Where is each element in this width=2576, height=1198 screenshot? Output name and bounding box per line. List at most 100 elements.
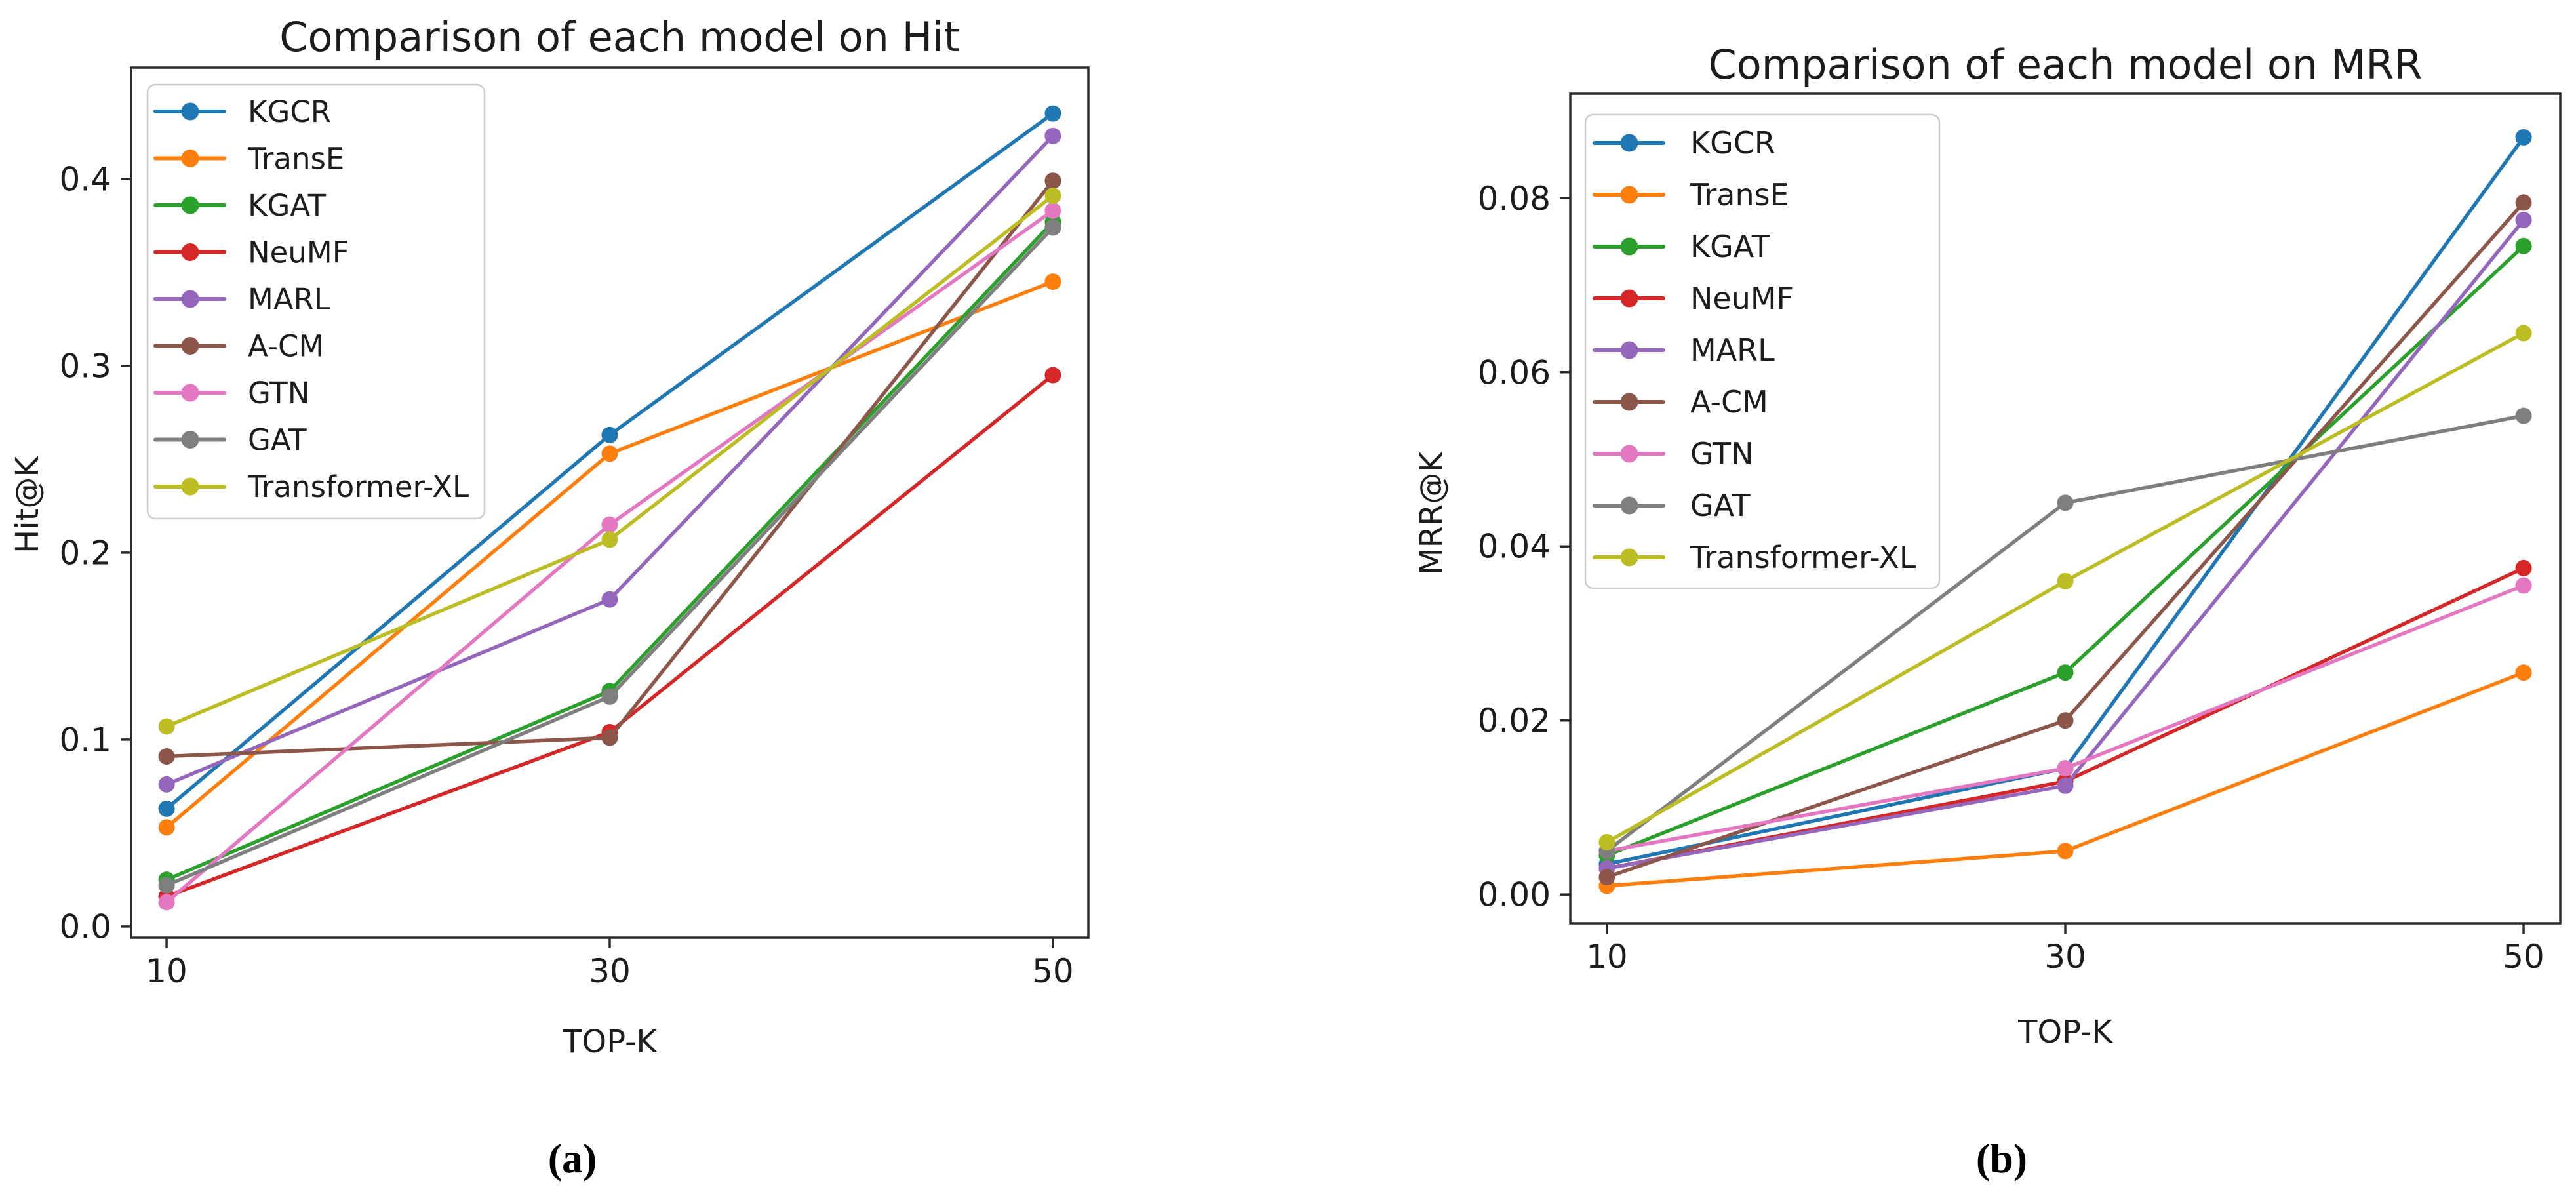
y-tick-label: 0.2	[59, 534, 111, 572]
legend-label: TransE	[1690, 177, 1789, 212]
legend-marker	[181, 337, 199, 355]
legend-label: NeuMF	[248, 235, 349, 270]
data-point	[2515, 129, 2532, 146]
data-point	[2057, 712, 2074, 729]
x-tick-label: 30	[589, 952, 631, 990]
legend-entry-NeuMF: NeuMF	[1593, 281, 1794, 316]
data-point	[1044, 367, 1061, 384]
data-point	[158, 894, 175, 911]
legend-marker	[181, 102, 199, 121]
y-axis-label: MRR@K	[1414, 451, 1450, 575]
legend-entry-GAT: GAT	[153, 422, 307, 457]
legend-marker	[1620, 548, 1638, 567]
hit-chart: 0.0 0.1 0.2 0.3 0.4 10 30 50 Comparison of each …	[9, 13, 1090, 1060]
legend-marker	[181, 290, 199, 308]
legend-entry-NeuMF: NeuMF	[153, 235, 349, 270]
legend-marker	[181, 431, 199, 449]
data-point	[1044, 127, 1061, 144]
data-point	[2515, 211, 2532, 228]
legend-label: Transformer-XL	[1690, 540, 1916, 575]
series-A-CM	[158, 172, 1061, 765]
data-point	[601, 516, 618, 533]
data-point	[1598, 834, 1615, 851]
panel-label-a: (a)	[547, 1135, 597, 1182]
legend-entry-MARL: MARL	[1593, 332, 1775, 368]
legend-entry-Transformer-XL: Transformer-XL	[153, 469, 469, 504]
legend-label: KGCR	[1690, 125, 1775, 161]
legend-label: TransE	[247, 141, 344, 176]
data-point	[1598, 869, 1615, 886]
data-point	[601, 531, 618, 548]
legend-entry-KGAT: KGAT	[1593, 229, 1771, 264]
y-tick-label: 0.4	[59, 160, 111, 198]
legend-marker	[1620, 186, 1638, 204]
legend-entry-KGCR: KGCR	[153, 94, 331, 129]
legend-label: GAT	[248, 422, 307, 457]
data-point	[601, 445, 618, 462]
legend-entry-Transformer-XL: Transformer-XL	[1593, 540, 1916, 575]
legend-marker	[181, 196, 199, 214]
legend: KGCR TransE KGAT NeuMF MARL A-CM GTN GAT Transfo…	[146, 83, 486, 520]
x-tick-label: 50	[2503, 938, 2545, 976]
legend-marker	[181, 243, 199, 261]
data-point	[2515, 325, 2532, 342]
y-tick-label: 0.0	[59, 908, 111, 946]
x-tick-label: 10	[1586, 938, 1628, 976]
data-point	[601, 426, 618, 443]
legend-label: A-CM	[248, 329, 324, 363]
data-point	[1044, 219, 1061, 236]
mrr-chart: 0.00 0.02 0.04 0.06 0.08 10 30 50 Comparison of …	[1414, 41, 2562, 1050]
legend-entry-A-CM: A-CM	[1593, 384, 1768, 420]
y-tick-label: 0.02	[1478, 702, 1551, 740]
legend-label: GTN	[1690, 436, 1754, 471]
legend-label: GAT	[1690, 488, 1751, 523]
data-point	[158, 800, 175, 817]
legend-entry-TransE: TransE	[1593, 177, 1789, 212]
data-point	[2057, 494, 2074, 511]
legend-label: KGAT	[1690, 229, 1771, 264]
legend-box	[1584, 113, 1941, 589]
legend-label: Transformer-XL	[247, 469, 469, 504]
data-point	[2057, 843, 2074, 860]
x-tick-label: 50	[1032, 952, 1074, 990]
series-GAT	[158, 219, 1061, 894]
x-tick-label: 30	[2044, 938, 2086, 976]
legend-marker	[1620, 496, 1638, 515]
data-point	[1044, 188, 1061, 205]
y-tick-label: 0.06	[1478, 353, 1551, 391]
y-tick-label: 0.1	[59, 721, 111, 759]
data-point	[601, 688, 618, 705]
data-point	[2515, 194, 2532, 211]
data-point	[601, 591, 618, 608]
y-tick-label: 0.3	[59, 347, 111, 385]
data-point	[1044, 105, 1061, 122]
y-tick-label: 0.00	[1478, 876, 1551, 914]
y-tick-label: 0.04	[1478, 528, 1551, 566]
data-point	[2057, 760, 2074, 777]
legend-label: NeuMF	[1690, 281, 1794, 316]
legend-label: A-CM	[1690, 384, 1768, 420]
data-point	[2515, 664, 2532, 681]
data-point	[1044, 202, 1061, 219]
series-Transformer-XL	[158, 188, 1061, 735]
data-point	[158, 776, 175, 793]
legend-entry-GAT: GAT	[1593, 488, 1751, 523]
x-axis-label: TOP-K	[2017, 1014, 2113, 1050]
series-TransE	[158, 273, 1061, 836]
panel-label-b: (b)	[1975, 1135, 2028, 1182]
legend-label: MARL	[1690, 332, 1775, 368]
data-point	[2057, 777, 2074, 794]
legend: KGCR TransE KGAT NeuMF MARL A-CM GTN GAT Transfo…	[1584, 113, 1941, 589]
data-point	[158, 748, 175, 765]
legend-marker	[1620, 445, 1638, 463]
legend-label: KGAT	[248, 188, 327, 223]
legend-marker	[181, 384, 199, 402]
legend-entry-KGAT: KGAT	[153, 188, 327, 223]
legend-entry-MARL: MARL	[153, 282, 330, 317]
data-point	[2515, 237, 2532, 254]
legend-entry-KGCR: KGCR	[1593, 125, 1775, 161]
legend-marker	[181, 477, 199, 496]
legend-marker	[1620, 289, 1638, 308]
x-axis-label: TOP-K	[562, 1024, 658, 1060]
data-point	[2515, 577, 2532, 594]
